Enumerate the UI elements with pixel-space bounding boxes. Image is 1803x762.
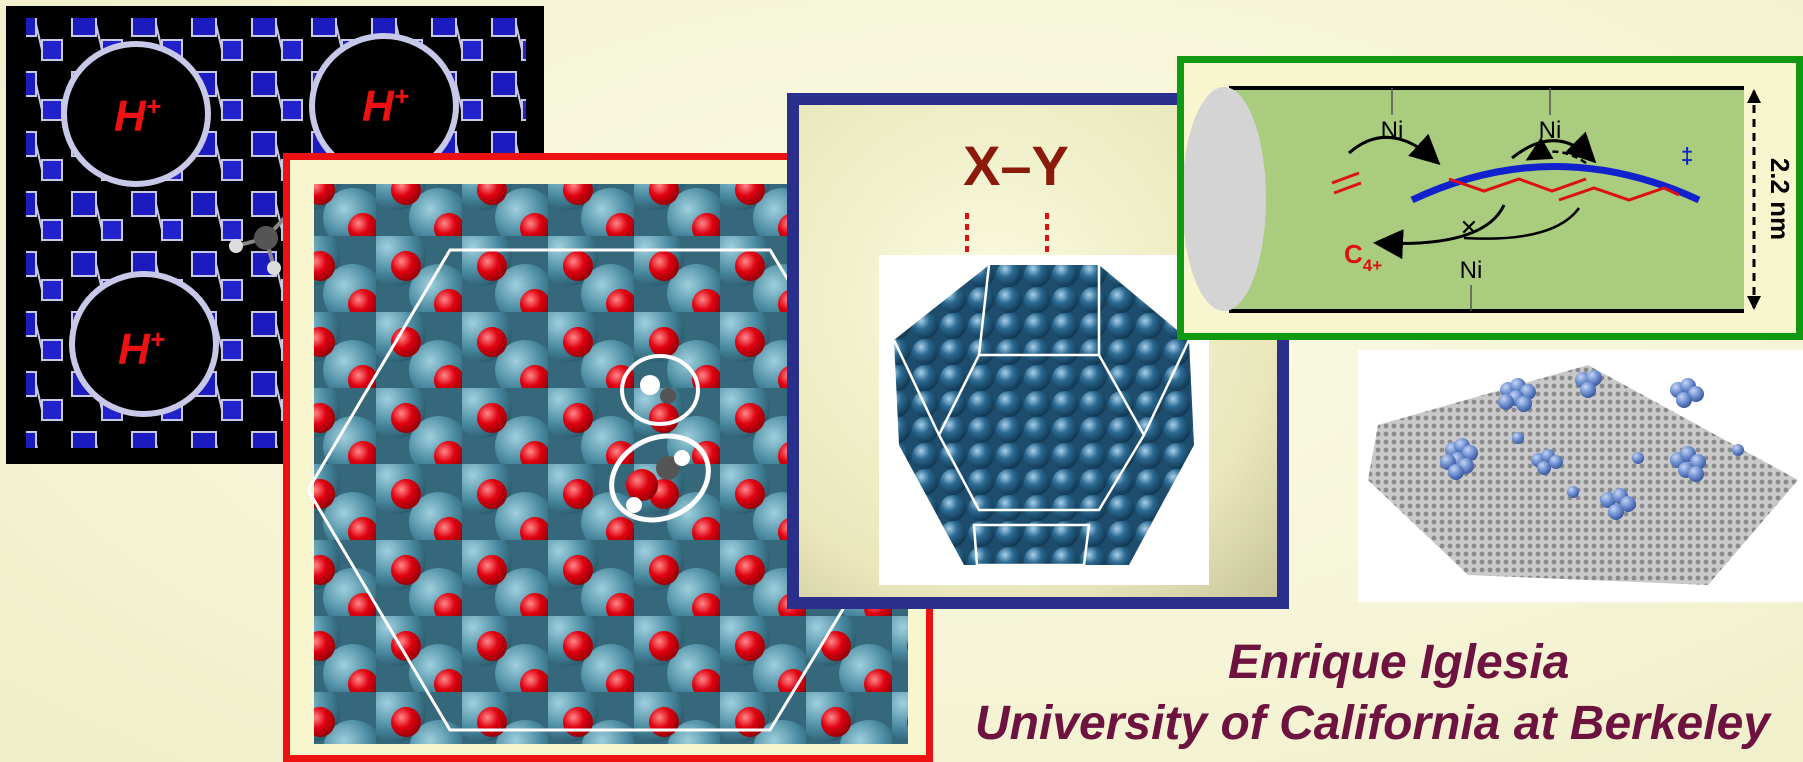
ethylene-molecule bbox=[1331, 171, 1362, 195]
hexagon-outline bbox=[306, 248, 917, 732]
svg-text:✕: ✕ bbox=[1460, 215, 1478, 240]
cluster-facets bbox=[892, 264, 1191, 567]
adsorbate-ring-bottom bbox=[609, 433, 711, 523]
transition-state-arc bbox=[1410, 163, 1701, 204]
nanotube-reaction-scheme: Ni Ni Ni ✕ ‡ C4+ 2.2 nm bbox=[1177, 56, 1803, 340]
author-affiliation: University of California at Berkeley bbox=[975, 697, 1770, 750]
graphene-clusters-drawing bbox=[1368, 365, 1798, 585]
proton-label-bottom: H+ bbox=[118, 324, 165, 374]
ni-label-3: Ni bbox=[1460, 257, 1483, 284]
tube-opening bbox=[1184, 87, 1266, 311]
graphene-sheet bbox=[1368, 365, 1798, 585]
reaction-label: X–Y bbox=[963, 134, 1069, 197]
proton-label-top-left: H+ bbox=[114, 91, 161, 141]
metal-cluster-drawing: X–Y bbox=[879, 134, 1209, 585]
proton-label-top-right: H+ bbox=[362, 81, 409, 131]
product-label: C4+ bbox=[1344, 239, 1382, 275]
metal-clusters bbox=[1440, 370, 1744, 520]
transition-state-symbol: ‡ bbox=[1681, 143, 1693, 168]
nanotube-scheme-drawing: Ni Ni Ni ✕ ‡ C4+ 2.2 nm bbox=[1184, 86, 1795, 313]
graphene-clusters-image bbox=[1358, 350, 1803, 602]
author-name: Enrique Iglesia bbox=[1228, 636, 1570, 689]
adsorbate-ring-top bbox=[620, 354, 700, 426]
diameter-label: 2.2 nm bbox=[1765, 158, 1795, 240]
